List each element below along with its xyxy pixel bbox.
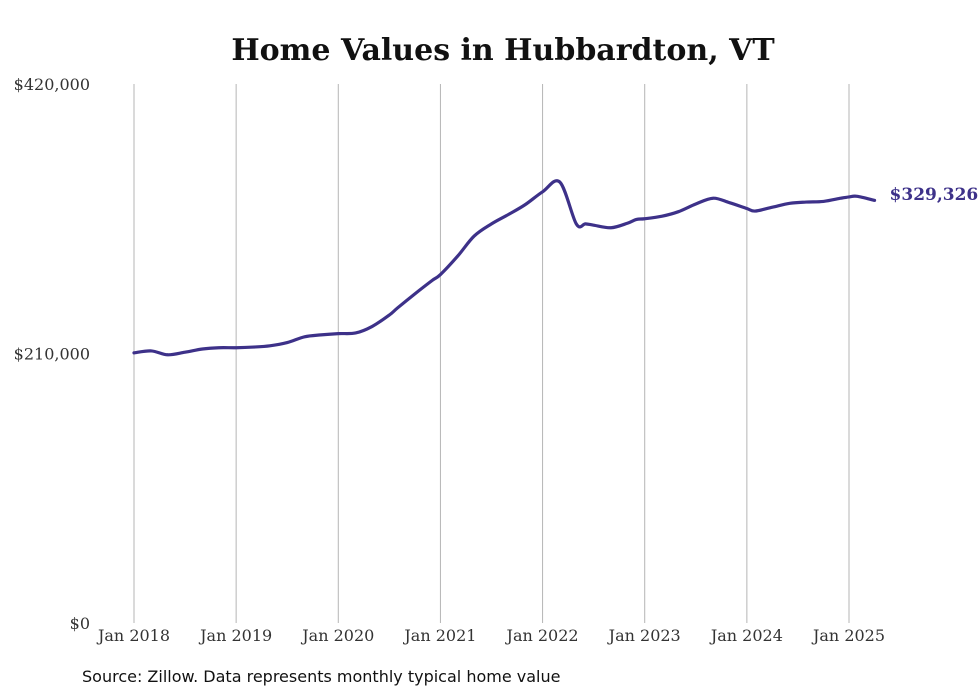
y-tick-label: $420,000 [14, 75, 90, 94]
y-tick-label: $0 [70, 614, 90, 633]
x-tick-label: Jan 2021 [402, 626, 476, 645]
x-tick-label: Jan 2025 [811, 626, 885, 645]
chart-title: Home Values in Hubbardton, VT [231, 33, 775, 68]
x-tick-label: Jan 2024 [709, 626, 783, 645]
series-line-0 [132, 179, 877, 357]
gridlines [133, 84, 850, 623]
x-tick-label: Jan 2018 [96, 626, 170, 645]
x-tick-label: Jan 2022 [505, 626, 579, 645]
x-tick-label: Jan 2020 [300, 626, 374, 645]
x-tick-label: Jan 2023 [607, 626, 681, 645]
y-tick-label: $210,000 [14, 345, 90, 364]
series-layer: $329,326 [132, 179, 979, 357]
x-tick-label: Jan 2019 [198, 626, 272, 645]
y-axis-ticks: $0 $210,000 $420,000 [14, 75, 90, 633]
source-note: Source: Zillow. Data represents monthly … [82, 667, 561, 686]
series-end-label: $329,326 [890, 185, 979, 205]
x-axis-ticks: Jan 2018 Jan 2019 Jan 2020 Jan 2021 Jan 2022… [96, 626, 885, 645]
